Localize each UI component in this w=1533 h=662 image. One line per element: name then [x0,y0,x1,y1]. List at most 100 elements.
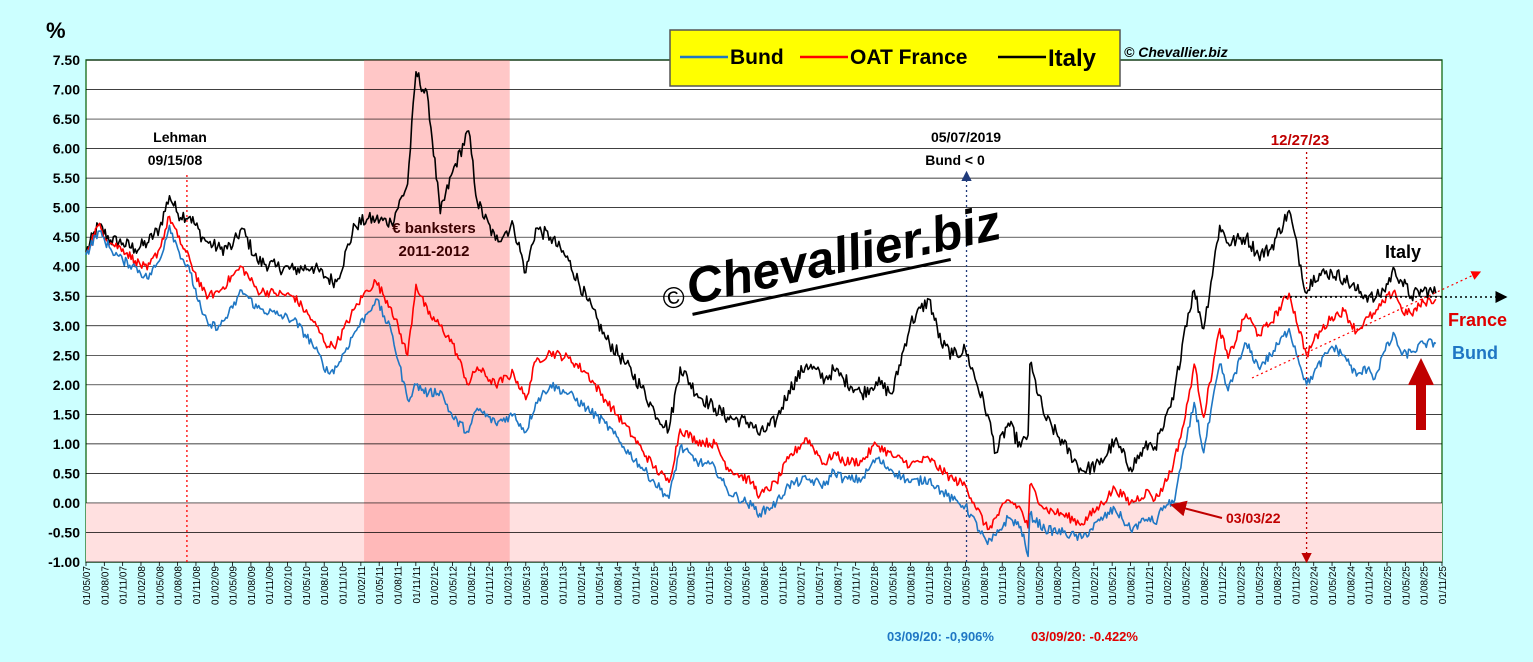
x-tick-label: 01/08/14 [613,566,624,605]
y-tick-label: 5.50 [53,170,80,186]
bund-negative-date-label: 05/07/2019 [931,129,1001,145]
x-tick-label: 01/05/19 [962,566,973,605]
x-tick-label: 01/11/19 [998,566,1009,605]
x-tick-label: 01/05/07 [82,566,93,605]
y-tick-label: 4.50 [53,229,80,245]
x-tick-label: 01/05/15 [668,566,679,605]
y-tick-label: 1.50 [53,406,80,422]
y-tick-label: 6.50 [53,111,80,127]
x-tick-label: 01/11/18 [925,566,936,605]
x-tick-label: 01/08/12 [467,566,478,605]
x-tick-label: 01/02/09 [210,566,221,605]
y-tick-label: 7.00 [53,82,80,98]
x-tick-label: 01/08/23 [1273,566,1284,605]
dec23-label: 12/27/23 [1271,132,1329,149]
x-tick-label: 01/05/11 [375,566,386,605]
y-tick-label: 0.50 [53,465,80,481]
x-tick-label: 01/05/09 [229,566,240,605]
y-tick-label: 0.00 [53,495,80,511]
x-tick-label: 01/11/16 [778,566,789,605]
x-tick-label: 01/02/13 [503,566,514,605]
x-tick-label: 01/11/21 [1145,566,1156,605]
series-line-italy [85,71,1437,475]
plot-area [85,59,1443,563]
x-tick-label: 01/11/07 [119,566,130,605]
x-tick-label: 01/08/08 [174,566,185,605]
legend: Bund OAT France Italy [669,29,1121,87]
x-tick-label: 01/11/25 [1438,566,1449,605]
x-tick-label: 01/11/23 [1291,566,1302,605]
x-tick-label: 01/08/19 [980,566,991,605]
x-tick-label: 01/02/17 [797,566,808,605]
mar22-label: 03/03/22 [1226,510,1281,526]
x-tick-label: 01/02/16 [723,566,734,605]
y-tick-label: 2.00 [53,377,80,393]
x-tick-label: 01/11/24 [1365,566,1376,605]
y-tick-label: 3.00 [53,318,80,334]
x-tick-label: 01/02/14 [577,566,588,605]
x-tick-label: 01/08/11 [394,566,405,605]
x-tick-label: 01/11/22 [1218,566,1229,605]
x-tick-label: 01/05/24 [1328,566,1339,605]
y-tick-label: 1.00 [53,436,80,452]
y-tick-label: 2.50 [53,347,80,363]
x-tick-label: 01/05/10 [302,566,313,605]
x-tick-label: 01/02/08 [137,566,148,605]
x-tick-label: 01/05/13 [522,566,533,605]
france-end-label: France [1448,310,1507,330]
x-tick-label: 01/08/16 [760,566,771,605]
legend-italy-label: Italy [1048,45,1097,72]
series-lines [85,71,1437,558]
x-tick-label: 01/02/25 [1383,566,1394,605]
x-tick-label: 01/02/22 [1163,566,1174,605]
x-tick-label: 01/05/25 [1401,566,1412,605]
x-tick-label: 01/05/14 [595,566,606,605]
shade-label-line2: 2011-2012 [399,243,470,260]
x-tick-label: 01/08/24 [1346,566,1357,605]
x-tick-label: 01/02/12 [430,566,441,605]
x-axis-ticks: 01/05/07 01/08/07 01/11/07 01/02/08 01/05/08… [82,562,1449,605]
x-tick-label: 01/02/21 [1090,566,1101,605]
x-tick-label: 01/11/09 [265,566,276,605]
legend-oat-label: OAT France [850,46,967,69]
x-tick-label: 01/08/20 [1053,566,1064,605]
italy-end-label: Italy [1385,242,1421,262]
annotation-vertical-lines [186,152,1312,564]
x-tick-label: 01/11/14 [632,566,643,605]
x-tick-label: 01/11/17 [852,566,863,605]
copyright-label: © Chevallier.biz [1124,44,1228,60]
legend-bund-label: Bund [730,46,784,69]
x-tick-label: 01/05/22 [1181,566,1192,605]
x-tick-label: 01/02/23 [1236,566,1247,605]
x-tick-label: 01/08/15 [687,566,698,605]
x-tick-label: 01/02/19 [943,566,954,605]
x-tick-label: 01/02/11 [357,566,368,605]
bund-end-label: Bund [1452,343,1498,363]
y-tick-label: 4.00 [53,259,80,275]
x-tick-label: 01/11/20 [1072,566,1083,605]
x-tick-label: 01/08/10 [320,566,331,605]
x-tick-label: 01/05/23 [1255,566,1266,605]
x-tick-label: 01/11/15 [705,566,716,605]
x-tick-label: 01/08/18 [907,566,918,605]
x-tick-label: 01/02/10 [284,566,295,605]
y-tick-label: 7.50 [53,52,80,68]
x-tick-label: 01/11/12 [485,566,496,605]
x-tick-label: 01/08/07 [100,566,111,605]
series-line-oat-france [85,215,1437,531]
x-tick-label: 01/05/18 [888,566,899,605]
y-tick-label: 3.50 [53,288,80,304]
y-tick-label: -0.50 [48,524,80,540]
y-axis-ticks: 7.50 7.00 6.50 6.00 5.50 5.00 4.50 4.00 3.50 3.00… [48,52,80,570]
shade-label-line1: € banksters [392,220,475,237]
x-tick-label: 01/08/17 [833,566,844,605]
oat-low-label: 03/09/20: -0.422% [1031,629,1138,644]
x-tick-label: 01/02/24 [1310,566,1321,605]
lehman-label: Lehman [153,129,207,145]
mar22-arrow [1170,500,1223,519]
x-tick-label: 01/05/20 [1035,566,1046,605]
series-line-bund [85,224,1437,558]
x-tick-label: 01/05/08 [155,566,166,605]
x-tick-label: 01/11/13 [558,566,569,605]
